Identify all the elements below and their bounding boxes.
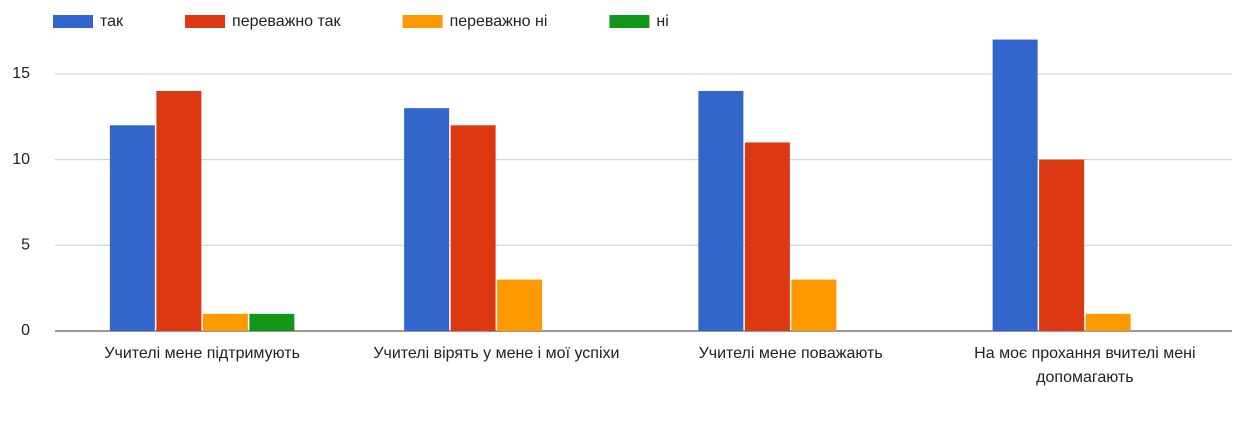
bar xyxy=(156,91,202,331)
legend-swatch xyxy=(53,15,93,28)
y-tick-label: 5 xyxy=(21,237,30,254)
bar xyxy=(744,142,790,331)
legend-label: ні xyxy=(656,13,668,30)
bar xyxy=(698,91,744,331)
legend-label: переважно ні xyxy=(450,13,548,30)
legend-swatch xyxy=(185,15,226,28)
bar xyxy=(109,125,155,332)
x-tick-label-box: На моє прохання вчителі мені допомагають xyxy=(974,345,1196,386)
x-tick-label-box: Учителі вірять у мене і мої успіхи xyxy=(373,345,620,362)
bar xyxy=(791,279,837,331)
bar xyxy=(1039,159,1085,331)
bar xyxy=(1085,313,1131,331)
legend-label: так xyxy=(100,13,124,30)
x-tick-label: На моє прохання вчителі мені допомагають xyxy=(974,345,1196,386)
x-tick-label: Учителі мене підтримують xyxy=(104,345,300,362)
bar xyxy=(404,108,450,332)
y-tick-label: 0 xyxy=(21,322,30,339)
legend-swatch xyxy=(609,15,650,28)
bar xyxy=(202,313,248,331)
bar xyxy=(450,125,496,332)
y-tick-label: 10 xyxy=(12,151,30,168)
x-tick-label-box: Учителі мене підтримують xyxy=(104,345,300,362)
bar xyxy=(992,39,1038,331)
x-tick-label: Учителі вірять у мене і мої успіхи xyxy=(373,345,620,362)
bar xyxy=(497,279,543,331)
x-tick-label: Учителі мене поважають xyxy=(698,345,883,362)
y-tick-label: 15 xyxy=(12,65,30,82)
bar xyxy=(249,313,295,331)
legend-swatch xyxy=(402,15,443,28)
x-tick-label-box: Учителі мене поважають xyxy=(698,345,883,362)
legend-label: переважно так xyxy=(232,13,342,30)
